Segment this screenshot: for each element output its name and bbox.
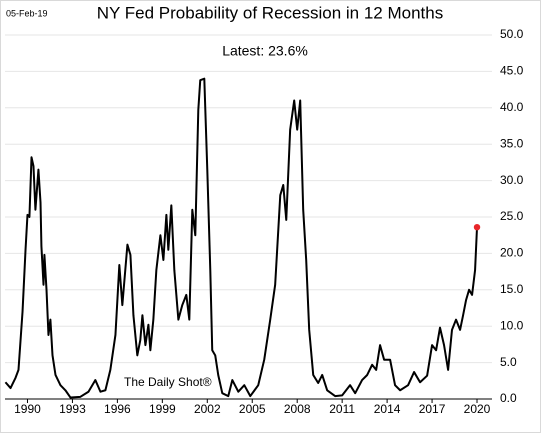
last-point: [473, 223, 481, 231]
y-tick-label: 10.0: [500, 318, 524, 332]
y-tick-label: 25.0: [500, 209, 524, 223]
x-tick-label: 2014: [374, 402, 401, 416]
x-tick-label: 1996: [104, 402, 131, 416]
x-tick-label: 2020: [464, 402, 491, 416]
line-series: [4, 77, 479, 399]
y-tick-label: 15.0: [500, 282, 524, 296]
y-tick-label: 50.0: [500, 27, 524, 41]
x-tick-label: 2005: [239, 402, 266, 416]
y-tick-label: 20.0: [500, 246, 524, 260]
y-tick-label: 40.0: [500, 100, 524, 114]
annotation: Latest: 23.6%: [222, 43, 308, 59]
chart-date: 05-Feb-19: [6, 8, 48, 18]
y-tick-label: 5.0: [500, 355, 517, 369]
x-tick-label: 2017: [419, 402, 446, 416]
x-tick-label: 2002: [194, 402, 221, 416]
x-tick-label: 1990: [14, 402, 41, 416]
y-tick-label: 30.0: [500, 173, 524, 187]
chart-title: NY Fed Probability of Recession in 12 Mo…: [97, 3, 443, 22]
x-tick-label: 1993: [59, 402, 86, 416]
source: The Daily Shot®: [124, 375, 212, 389]
x-tick-label: 2008: [284, 402, 311, 416]
x-tick-label: 2011: [329, 402, 355, 416]
y-tick-label: 45.0: [500, 64, 524, 78]
y-tick-label: 35.0: [500, 136, 524, 150]
x-tick-label: 1999: [149, 402, 176, 416]
y-tick-label: 0.0: [500, 391, 517, 405]
